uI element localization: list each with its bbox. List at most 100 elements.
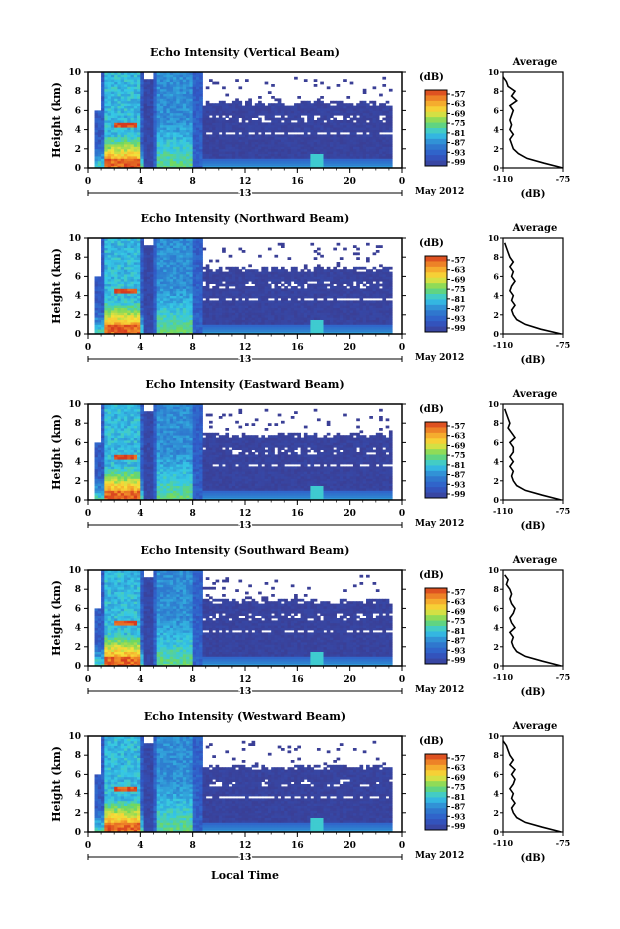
- echo-cell: [123, 319, 128, 323]
- echo-cell: [267, 110, 272, 114]
- echo-cell: [104, 312, 109, 316]
- echo-cell: [264, 122, 269, 126]
- echo-cell: [241, 134, 246, 138]
- echo-cell: [153, 117, 158, 121]
- echo-cell: [225, 278, 230, 282]
- echo-cell: [307, 112, 311, 116]
- echo-cell: [264, 148, 269, 152]
- echo-cell: [271, 324, 275, 328]
- echo-cell: [215, 302, 220, 306]
- echo-cell: [209, 290, 213, 294]
- echo-cell: [284, 136, 288, 140]
- echo-cell: [277, 278, 282, 282]
- echo-cell: [290, 295, 295, 299]
- echo-cell: [114, 108, 118, 111]
- echo-cell: [385, 158, 390, 162]
- echo-cell: [261, 298, 266, 301]
- echo-cell: [228, 322, 233, 325]
- echo-cell: [225, 146, 230, 150]
- echo-cell: [179, 115, 184, 118]
- echo-cell: [137, 283, 141, 287]
- echo-cell: [222, 158, 226, 162]
- echo-cell: [261, 141, 266, 145]
- day-label: 13: [239, 189, 252, 199]
- echo-cell: [274, 307, 279, 311]
- echo-cell: [153, 112, 158, 116]
- echo-cell: [388, 134, 393, 138]
- echo-cell: [143, 120, 148, 123]
- echo-cell: [372, 134, 377, 138]
- echo-cell: [189, 103, 194, 106]
- echo-cell: [97, 312, 102, 316]
- echo-cell: [189, 290, 194, 294]
- echo-cell: [137, 84, 141, 87]
- echo-cell: [159, 254, 164, 258]
- echo-cell: [228, 110, 233, 114]
- echo-cell: [238, 129, 243, 133]
- echo-cell: [104, 81, 109, 85]
- echo-cell: [343, 165, 347, 169]
- echo-cell: [330, 158, 334, 162]
- echo-cell: [258, 117, 262, 121]
- echo-cell: [261, 326, 266, 330]
- echo-cell: [176, 238, 180, 241]
- echo-cell: [150, 124, 154, 128]
- echo-cell: [123, 262, 128, 265]
- echo-cell: [130, 88, 135, 92]
- echo-cell: [94, 115, 99, 118]
- echo-cell: [182, 146, 187, 150]
- echo-cell: [267, 153, 272, 157]
- echo-cell: [218, 112, 223, 116]
- echo-cell: [173, 257, 177, 260]
- echo-cell: [156, 295, 161, 299]
- echo-cell: [130, 100, 135, 104]
- echo-cell: [120, 105, 125, 109]
- echo-cell: [251, 165, 256, 169]
- echo-cell: [101, 293, 105, 296]
- echo-cell: [245, 136, 249, 140]
- echo-cell: [140, 79, 144, 82]
- echo-cell: [153, 269, 158, 272]
- echo-cell: [110, 127, 115, 130]
- echo-cell: [343, 124, 347, 128]
- echo-cell: [251, 295, 256, 299]
- echo-cell: [235, 134, 239, 138]
- echo-cell: [297, 322, 301, 325]
- echo-cell: [248, 300, 252, 304]
- echo-cell: [123, 302, 128, 306]
- echo-cell: [176, 91, 180, 94]
- echo-cell: [101, 264, 105, 268]
- echo-cell: [199, 112, 203, 116]
- echo-cell: [110, 165, 115, 169]
- echo-cell: [127, 100, 131, 104]
- echo-cell: [146, 271, 151, 275]
- echo-cell: [143, 84, 148, 87]
- echo-cell: [156, 108, 161, 111]
- echo-cell: [150, 326, 154, 330]
- echo-cell: [277, 105, 282, 109]
- echo-cell: [274, 108, 279, 111]
- echo-cell: [294, 319, 298, 323]
- echo-cell: [231, 124, 236, 128]
- echo-cell: [156, 72, 161, 75]
- echo-cell: [117, 281, 122, 284]
- echo-cell: [228, 329, 233, 332]
- echo-cell: [280, 300, 285, 304]
- echo-cell: [254, 160, 259, 164]
- echo-cell: [205, 112, 210, 116]
- echo-cell: [107, 283, 112, 287]
- echo-cell: [182, 290, 187, 294]
- echo-cell: [199, 264, 203, 268]
- echo-cell: [173, 129, 177, 133]
- echo-cell: [107, 93, 112, 97]
- echo-cell: [248, 120, 252, 123]
- echo-cell: [235, 129, 239, 133]
- echo-cell: [146, 322, 151, 325]
- echo-cell: [235, 124, 239, 128]
- echo-cell: [202, 288, 207, 292]
- echo-cell: [143, 252, 148, 256]
- x-tick-label: 8: [190, 177, 196, 187]
- echo-cell: [97, 127, 102, 130]
- echo-cell: [271, 305, 275, 308]
- echo-cell: [104, 115, 109, 118]
